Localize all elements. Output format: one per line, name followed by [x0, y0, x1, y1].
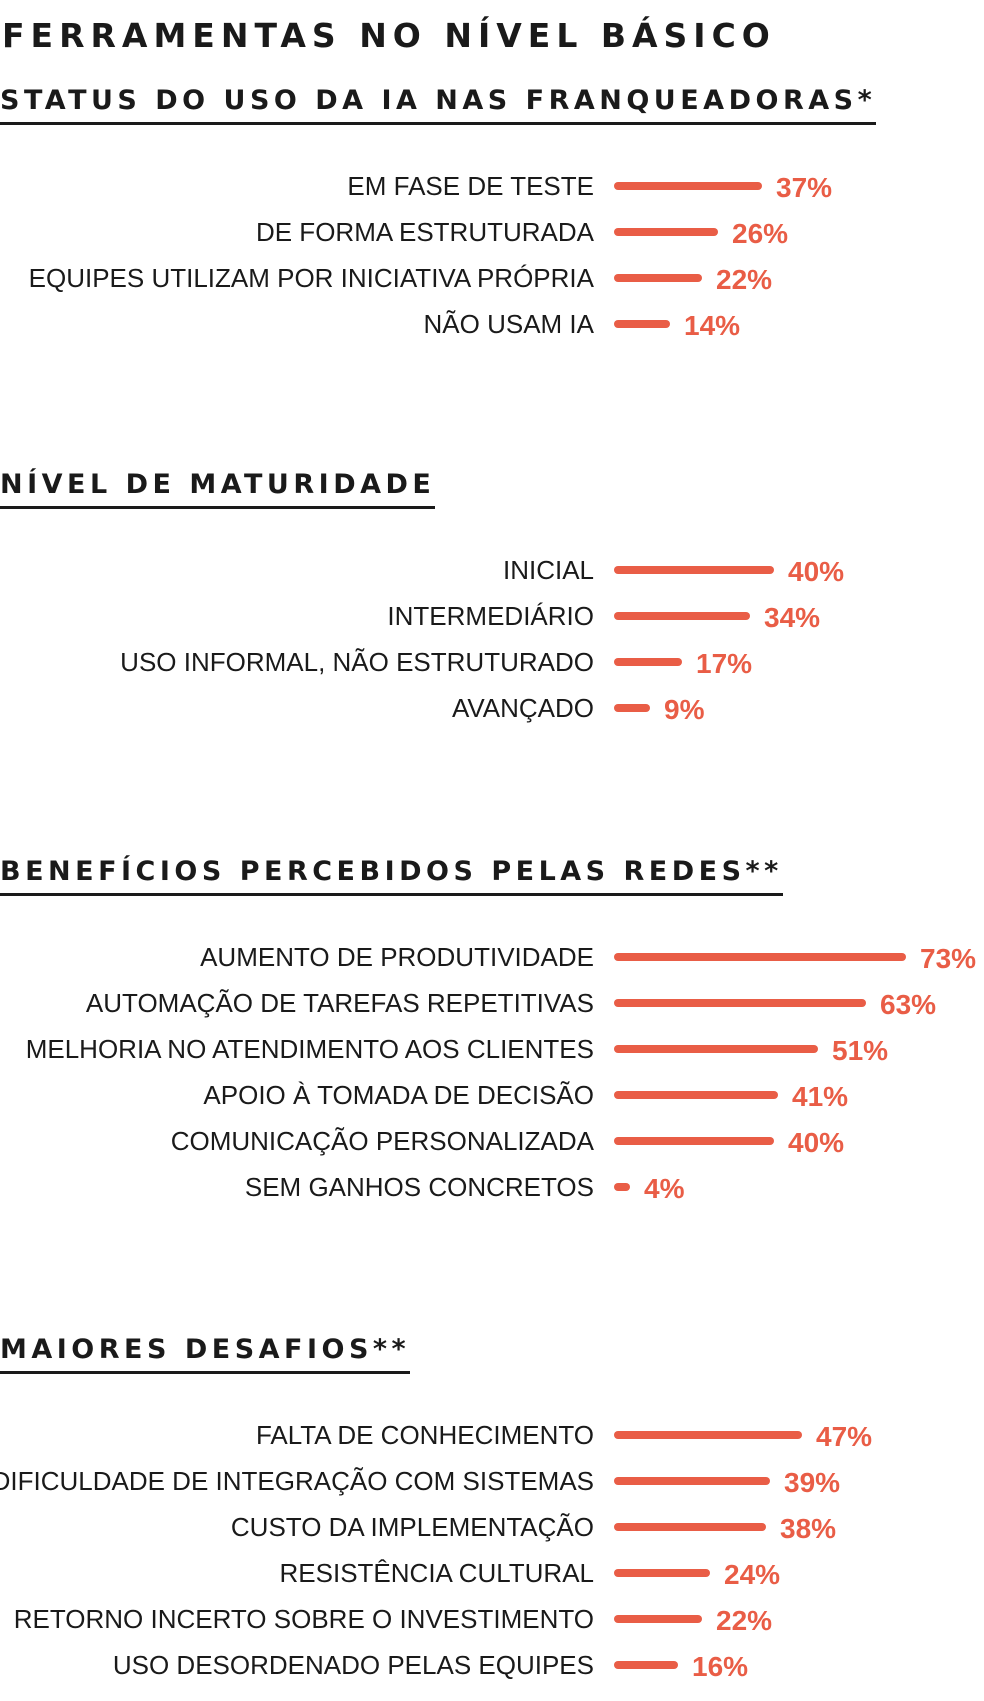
bar-row: EM FASE DE TESTE 37%: [0, 168, 984, 204]
bar: [614, 1137, 774, 1145]
bar-row: AVANÇADO 9%: [0, 690, 984, 726]
bar-row: RESISTÊNCIA CULTURAL 24%: [0, 1555, 984, 1591]
chart-title: STATUS DO USO DA IA NAS FRANQUEADORAS*: [0, 82, 877, 125]
value-label: 39%: [784, 1467, 841, 1498]
category-label: RESISTÊNCIA CULTURAL: [279, 1558, 594, 1588]
bar: [614, 704, 650, 712]
bar: [614, 1523, 766, 1531]
bar: [614, 953, 906, 961]
value-label: 73%: [920, 943, 977, 974]
value-label: 40%: [788, 556, 845, 587]
bar-row: INICIAL 40%: [0, 552, 984, 588]
category-label: DIFICULDADE DE INTEGRAÇÃO COM SISTEMAS: [0, 1466, 594, 1496]
page-title: FERRAMENTAS NO NÍVEL BÁSICO: [2, 16, 776, 55]
bar-row: INTERMEDIÁRIO 34%: [0, 598, 984, 634]
category-label: EQUIPES UTILIZAM POR INICIATIVA PRÓPRIA: [28, 263, 594, 293]
bar-row: FALTA DE CONHECIMENTO 47%: [0, 1417, 984, 1453]
value-label: 38%: [780, 1513, 837, 1544]
bar: [614, 320, 670, 328]
value-label: 40%: [788, 1127, 845, 1158]
bar: [614, 1045, 818, 1053]
category-label: APOIO À TOMADA DE DECISÃO: [203, 1080, 594, 1110]
chart-title: BENEFÍCIOS PERCEBIDOS PELAS REDES**: [0, 853, 783, 896]
bar: [614, 274, 702, 282]
bar-row: COMUNICAÇÃO PERSONALIZADA 40%: [0, 1123, 984, 1159]
bar: [614, 999, 866, 1007]
category-label: AVANÇADO: [451, 693, 594, 723]
chart-section: MAIORES DESAFIOS** FALTA DE CONHECIMENTO 4…: [0, 1331, 984, 1682]
bar: [614, 1091, 778, 1099]
value-label: 9%: [664, 694, 705, 725]
value-label: 14%: [684, 310, 741, 341]
value-label: 47%: [816, 1421, 873, 1452]
category-label: AUMENTO DE PRODUTIVIDADE: [200, 942, 594, 972]
value-label: 4%: [644, 1173, 685, 1204]
bar: [614, 1615, 702, 1623]
bar-row: RETORNO INCERTO SOBRE O INVESTIMENTO 22%: [0, 1601, 984, 1637]
category-label: SEM GANHOS CONCRETOS: [244, 1172, 594, 1202]
bar-row: USO DESORDENADO PELAS EQUIPES 16%: [0, 1647, 984, 1683]
bar-row: APOIO À TOMADA DE DECISÃO 41%: [0, 1077, 984, 1113]
bar-row: DIFICULDADE DE INTEGRAÇÃO COM SISTEMAS 39…: [0, 1463, 984, 1499]
bar: [614, 182, 762, 190]
bar-row: SEM GANHOS CONCRETOS 4%: [0, 1169, 984, 1205]
bar-row: DE FORMA ESTRUTURADA 26%: [0, 214, 984, 250]
category-label: CUSTO DA IMPLEMENTAÇÃO: [230, 1512, 594, 1542]
category-label: COMUNICAÇÃO PERSONALIZADA: [170, 1126, 594, 1156]
chart-title: NÍVEL DE MATURIDADE: [0, 466, 436, 509]
category-label: EM FASE DE TESTE: [347, 171, 594, 201]
value-label: 22%: [716, 264, 773, 295]
category-label: AUTOMAÇÃO DE TAREFAS REPETITIVAS: [85, 988, 594, 1018]
bar-row: CUSTO DA IMPLEMENTAÇÃO 38%: [0, 1509, 984, 1545]
bar-row: AUMENTO DE PRODUTIVIDADE 73%: [0, 939, 984, 975]
category-label: INTERMEDIÁRIO: [387, 601, 594, 631]
bar: [614, 612, 750, 620]
value-label: 51%: [832, 1035, 889, 1066]
bar: [614, 1477, 770, 1485]
chart-section: BENEFÍCIOS PERCEBIDOS PELAS REDES** AUMEN…: [0, 853, 984, 1204]
value-label: 16%: [692, 1651, 749, 1682]
bar-row: AUTOMAÇÃO DE TAREFAS REPETITIVAS 63%: [0, 985, 984, 1021]
bar: [614, 1431, 802, 1439]
value-label: 63%: [880, 989, 937, 1020]
bar: [614, 228, 718, 236]
bar: [614, 658, 682, 666]
value-label: 17%: [696, 648, 753, 679]
chart-section: STATUS DO USO DA IA NAS FRANQUEADORAS* EM…: [0, 82, 984, 341]
category-label: DE FORMA ESTRUTURADA: [255, 217, 594, 247]
bar-row: NÃO USAM IA 14%: [0, 306, 984, 342]
category-label: INICIAL: [502, 555, 594, 585]
value-label: 24%: [724, 1559, 781, 1590]
bar-row: USO INFORMAL, NÃO ESTRUTURADO 17%: [0, 644, 984, 680]
category-label: MELHORIA NO ATENDIMENTO AOS CLIENTES: [25, 1034, 594, 1064]
chart-section: NÍVEL DE MATURIDADE INICIAL 40% INTERMEDIÁR…: [0, 466, 984, 725]
value-label: 41%: [792, 1081, 849, 1112]
bar: [614, 1661, 678, 1669]
category-label: NÃO USAM IA: [423, 309, 594, 339]
bar: [614, 1569, 710, 1577]
bar: [614, 566, 774, 574]
value-label: 37%: [776, 172, 833, 203]
bar-row: MELHORIA NO ATENDIMENTO AOS CLIENTES 51%: [0, 1031, 984, 1067]
value-label: 22%: [716, 1605, 773, 1636]
category-label: USO INFORMAL, NÃO ESTRUTURADO: [120, 647, 594, 677]
category-label: FALTA DE CONHECIMENTO: [255, 1420, 594, 1450]
bar-row: EQUIPES UTILIZAM POR INICIATIVA PRÓPRIA 2…: [0, 260, 984, 296]
bar: [614, 1183, 630, 1191]
chart-title: MAIORES DESAFIOS**: [0, 1331, 411, 1374]
value-label: 26%: [732, 218, 789, 249]
category-label: USO DESORDENADO PELAS EQUIPES: [112, 1650, 594, 1680]
value-label: 34%: [764, 602, 821, 633]
category-label: RETORNO INCERTO SOBRE O INVESTIMENTO: [13, 1604, 594, 1634]
